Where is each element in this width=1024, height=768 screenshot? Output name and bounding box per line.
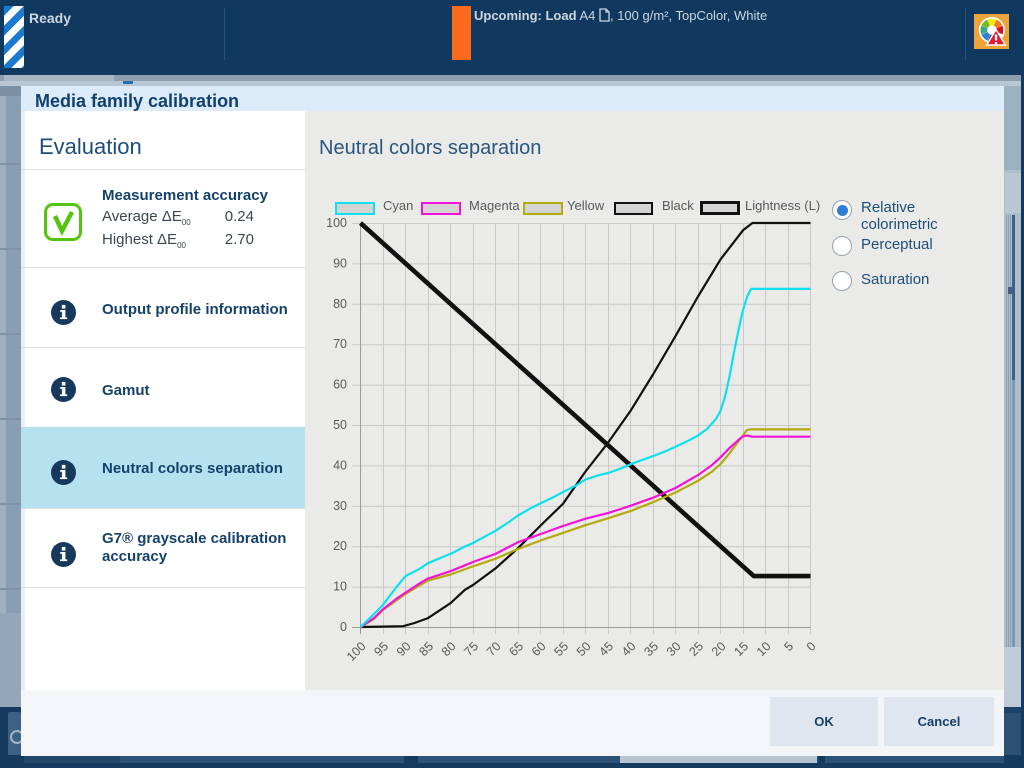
svg-text:90: 90 — [394, 639, 414, 659]
svg-text:100: 100 — [326, 216, 347, 230]
svg-text:35: 35 — [641, 639, 661, 659]
svg-text:45: 45 — [596, 639, 616, 659]
svg-text:75: 75 — [461, 639, 481, 659]
svg-text:80: 80 — [439, 639, 459, 659]
svg-text:95: 95 — [371, 639, 391, 659]
svg-text:90: 90 — [333, 256, 347, 270]
svg-text:5: 5 — [781, 639, 796, 654]
svg-text:25: 25 — [686, 639, 706, 659]
svg-text:50: 50 — [574, 639, 594, 659]
svg-text:70: 70 — [333, 337, 347, 351]
svg-text:0: 0 — [340, 620, 347, 634]
svg-text:30: 30 — [333, 499, 347, 513]
svg-text:70: 70 — [484, 639, 504, 659]
svg-text:40: 40 — [619, 639, 639, 659]
svg-text:60: 60 — [529, 639, 549, 659]
svg-text:20: 20 — [333, 539, 347, 553]
svg-text:10: 10 — [754, 639, 774, 659]
svg-text:40: 40 — [333, 458, 347, 472]
svg-text:20: 20 — [709, 639, 729, 659]
svg-text:55: 55 — [551, 639, 571, 659]
svg-text:30: 30 — [664, 639, 684, 659]
svg-text:50: 50 — [333, 418, 347, 432]
svg-text:15: 15 — [731, 639, 751, 659]
svg-text:10: 10 — [333, 580, 347, 594]
svg-text:80: 80 — [333, 297, 347, 311]
svg-text:85: 85 — [416, 639, 436, 659]
svg-text:60: 60 — [333, 378, 347, 392]
svg-text:100: 100 — [344, 639, 369, 664]
svg-text:0: 0 — [804, 639, 819, 654]
svg-text:65: 65 — [506, 639, 526, 659]
